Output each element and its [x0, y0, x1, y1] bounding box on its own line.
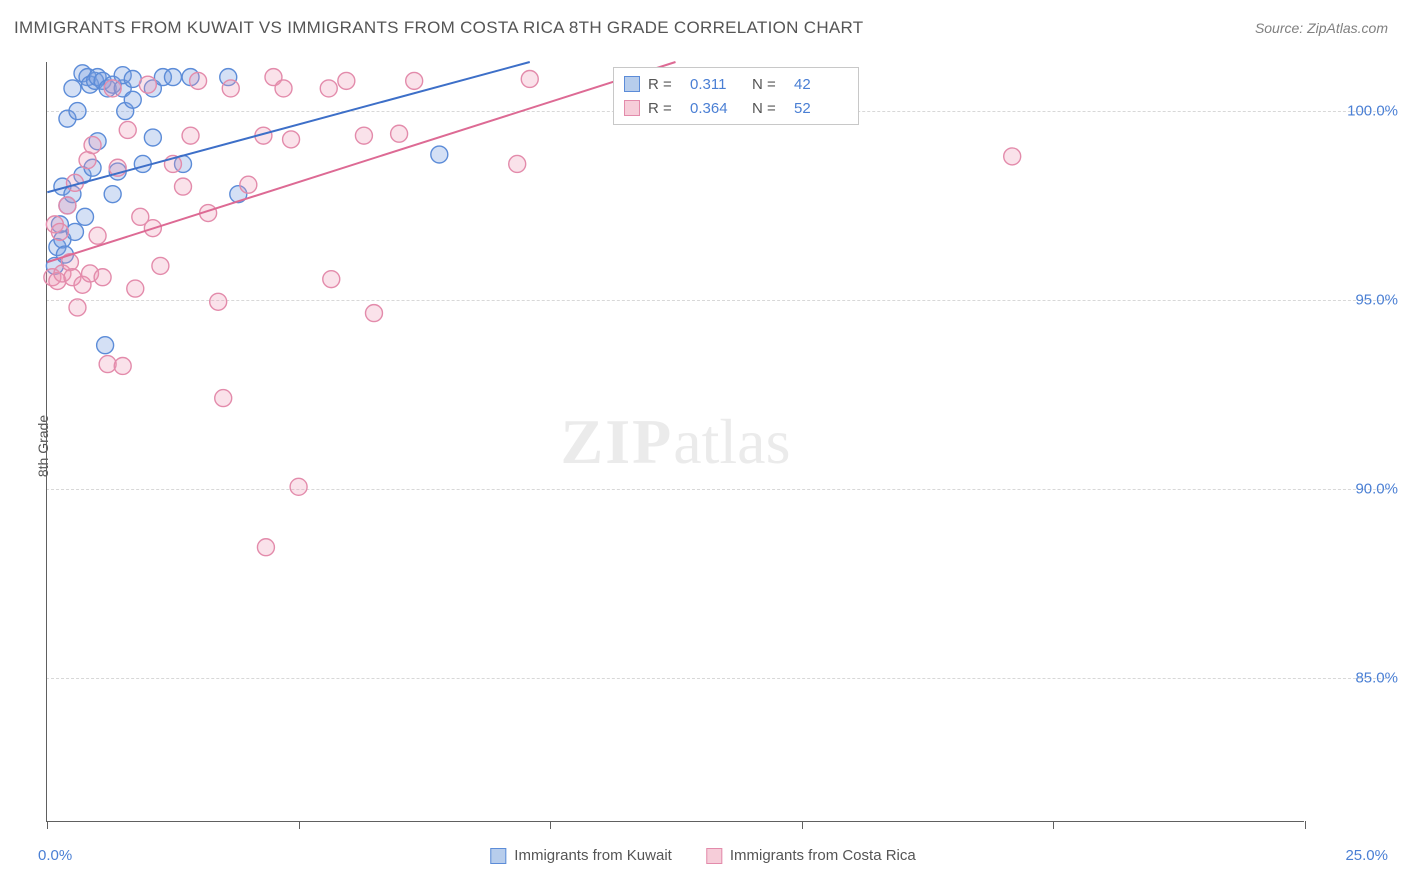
- scatter-point: [114, 357, 131, 374]
- y-tick-label: 85.0%: [1355, 670, 1398, 687]
- scatter-point: [164, 69, 181, 86]
- correlation-legend-row: R = 0.311 N = 42: [624, 72, 848, 96]
- scatter-point: [144, 129, 161, 146]
- scatter-point: [104, 186, 121, 203]
- legend-r-label: R =: [648, 100, 682, 117]
- scatter-point: [1004, 148, 1021, 165]
- scatter-point: [521, 71, 538, 88]
- scatter-point: [175, 178, 192, 195]
- scatter-point: [275, 80, 292, 97]
- series-legend-item: Immigrants from Kuwait: [490, 847, 672, 864]
- scatter-point: [431, 146, 448, 163]
- legend-r-value: 0.364: [690, 100, 744, 117]
- scatter-point: [222, 80, 239, 97]
- scatter-point: [320, 80, 337, 97]
- scatter-point: [104, 80, 121, 97]
- series-legend-label: Immigrants from Costa Rica: [730, 847, 916, 864]
- legend-swatch: [624, 100, 640, 116]
- x-tick: [1305, 821, 1306, 829]
- scatter-point: [406, 72, 423, 89]
- source-attribution: Source: ZipAtlas.com: [1255, 20, 1388, 36]
- scatter-point: [210, 293, 227, 310]
- scatter-point: [323, 271, 340, 288]
- scatter-point: [124, 91, 141, 108]
- scatter-point: [283, 131, 300, 148]
- scatter-point: [391, 125, 408, 142]
- legend-n-value: 42: [794, 76, 848, 93]
- scatter-plot-svg: [47, 62, 1304, 821]
- legend-r-label: R =: [648, 76, 682, 93]
- scatter-point: [190, 72, 207, 89]
- x-tick-label-first: 0.0%: [38, 847, 72, 864]
- scatter-point: [257, 539, 274, 556]
- legend-n-value: 52: [794, 100, 848, 117]
- scatter-point: [215, 390, 232, 407]
- legend-swatch: [706, 848, 722, 864]
- scatter-point: [59, 197, 76, 214]
- scatter-point: [182, 127, 199, 144]
- x-tick: [550, 821, 551, 829]
- scatter-point: [69, 299, 86, 316]
- scatter-point: [509, 155, 526, 172]
- x-tick-label-last: 25.0%: [1345, 847, 1388, 864]
- legend-swatch: [624, 76, 640, 92]
- scatter-point: [99, 356, 116, 373]
- legend-n-label: N =: [752, 100, 786, 117]
- y-tick-label: 90.0%: [1355, 481, 1398, 498]
- legend-r-value: 0.311: [690, 76, 744, 93]
- series-legend: Immigrants from Kuwait Immigrants from Co…: [490, 847, 915, 864]
- scatter-point: [139, 76, 156, 93]
- correlation-legend-box: R = 0.311 N = 42 R = 0.364 N = 52: [613, 67, 859, 125]
- y-tick-label: 95.0%: [1355, 292, 1398, 309]
- x-tick: [47, 821, 48, 829]
- scatter-point: [338, 72, 355, 89]
- scatter-point: [365, 305, 382, 322]
- scatter-point: [97, 337, 114, 354]
- scatter-point: [69, 103, 86, 120]
- scatter-point: [152, 257, 169, 274]
- legend-n-label: N =: [752, 76, 786, 93]
- scatter-point: [119, 121, 136, 138]
- scatter-point: [79, 152, 96, 169]
- scatter-point: [77, 208, 94, 225]
- x-tick: [802, 821, 803, 829]
- correlation-legend-row: R = 0.364 N = 52: [624, 96, 848, 120]
- scatter-point: [355, 127, 372, 144]
- scatter-point: [94, 269, 111, 286]
- chart-plot-area: R =0.311N =42R =0.364N =52 ZIPatlas: [46, 62, 1304, 822]
- series-legend-label: Immigrants from Kuwait: [514, 847, 672, 864]
- chart-title: IMMIGRANTS FROM KUWAIT VS IMMIGRANTS FRO…: [14, 18, 864, 38]
- scatter-point: [64, 80, 81, 97]
- legend-swatch: [490, 848, 506, 864]
- scatter-point: [240, 176, 257, 193]
- y-tick-label: 100.0%: [1347, 103, 1398, 120]
- scatter-point: [127, 280, 144, 297]
- x-tick: [1053, 821, 1054, 829]
- scatter-point: [51, 223, 68, 240]
- scatter-point: [84, 137, 101, 154]
- scatter-point: [89, 227, 106, 244]
- scatter-point: [290, 478, 307, 495]
- x-tick: [299, 821, 300, 829]
- series-legend-item: Immigrants from Costa Rica: [706, 847, 916, 864]
